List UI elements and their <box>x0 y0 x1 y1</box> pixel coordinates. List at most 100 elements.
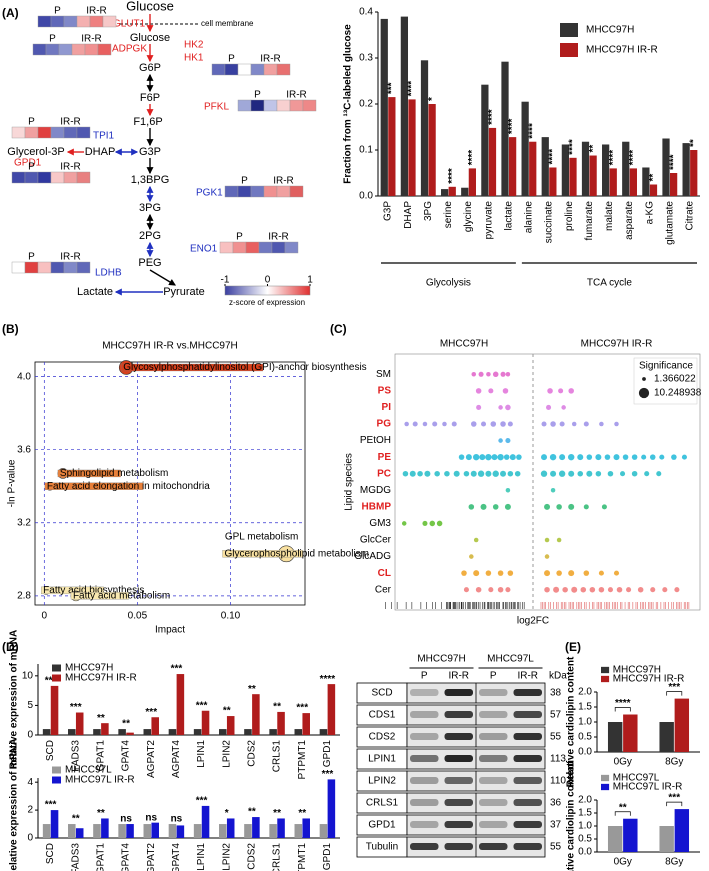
row-label: SM <box>376 369 391 380</box>
dot <box>461 570 467 576</box>
heat-cell <box>46 44 59 55</box>
dot <box>562 587 568 593</box>
dot <box>491 421 497 427</box>
dot <box>508 471 514 477</box>
dot <box>481 421 486 426</box>
dot <box>417 471 423 477</box>
bar <box>623 819 637 852</box>
heatmap-label: IR-R <box>60 252 81 263</box>
protein-label: CDS2 <box>369 732 396 743</box>
significance: ** <box>72 814 80 825</box>
x-tick-label: Citrate <box>685 201 696 231</box>
legend-swatch <box>601 676 609 682</box>
significance: ** <box>298 808 306 819</box>
dot <box>476 405 481 410</box>
dot <box>638 587 644 593</box>
heatmap-label: P <box>228 54 235 65</box>
legend-swatch <box>601 775 609 781</box>
band <box>479 755 508 762</box>
y-axis-label: Fraction from ¹³C-labeled glucose <box>343 24 354 184</box>
y-axis-label: Relative expression of mRNA <box>9 738 20 871</box>
annotation: GPL metabolism <box>225 531 299 542</box>
legend-label: 10.248938 <box>654 388 702 399</box>
dot <box>581 587 587 593</box>
dot <box>478 471 484 477</box>
bar <box>76 713 84 735</box>
dot <box>466 454 472 460</box>
bar <box>219 824 227 838</box>
significance: *** <box>387 82 398 94</box>
band <box>445 843 474 850</box>
heat-cell <box>85 44 98 55</box>
condition: IR-R <box>448 671 469 682</box>
legend-dot <box>639 388 649 398</box>
band <box>514 843 543 850</box>
panel-label: (C) <box>330 322 347 336</box>
bar <box>522 102 529 196</box>
dot <box>498 438 503 443</box>
bar <box>93 729 101 735</box>
dot <box>550 454 556 460</box>
x-tick-label: CDS2 <box>247 843 258 870</box>
bar <box>650 185 657 197</box>
unit: kDa <box>549 671 567 682</box>
kda-label: 36 <box>550 798 562 809</box>
dot <box>586 471 592 477</box>
x-tick-label: GPAT4 <box>121 740 132 772</box>
significance: ** <box>273 808 281 819</box>
heat-cell <box>64 127 77 138</box>
dot <box>442 422 447 427</box>
heat-cell <box>51 262 64 273</box>
band <box>479 799 508 806</box>
scale-label: z-score of expression <box>229 298 305 307</box>
band <box>410 711 439 718</box>
legend-label: 1.366022 <box>654 374 696 385</box>
heat-cell <box>77 16 90 27</box>
dot <box>577 471 583 477</box>
dot <box>614 454 620 460</box>
bar <box>421 60 428 196</box>
dot <box>614 571 619 576</box>
significance: **** <box>568 139 579 155</box>
dot <box>561 405 566 410</box>
heat-cell <box>38 262 51 273</box>
significance: *** <box>45 800 57 811</box>
significance: ** <box>588 145 599 153</box>
significance: * <box>427 97 438 101</box>
dot <box>599 587 605 593</box>
heat-cell <box>38 172 51 183</box>
heatmap-label: P <box>254 90 261 101</box>
y-tick-label: 0.5 <box>578 834 592 845</box>
heatmap-label: IR-R <box>60 162 81 173</box>
significance: *** <box>196 700 208 711</box>
heat-cell <box>51 127 64 138</box>
bar <box>169 824 177 838</box>
bar <box>101 818 109 838</box>
x-tick-label: 0Gy <box>614 757 632 768</box>
bar <box>227 818 235 838</box>
heat-cell <box>33 44 46 55</box>
band <box>514 733 543 740</box>
significance: *** <box>196 796 208 807</box>
bar <box>589 156 596 196</box>
x-tick-label: pyruvate <box>483 201 494 240</box>
heat-cell <box>64 262 77 273</box>
band <box>445 821 474 828</box>
bar <box>690 150 697 196</box>
significance: ** <box>122 719 130 730</box>
x-tick-label: CRLS1 <box>272 740 283 773</box>
dot <box>617 587 623 593</box>
bar <box>659 826 673 852</box>
metabolite: Pyrurate <box>163 286 205 298</box>
x-tick-label: 8Gy <box>665 757 683 768</box>
heat-cell <box>264 186 277 197</box>
condition: P <box>421 671 428 682</box>
bar <box>43 729 51 735</box>
band <box>479 733 508 740</box>
bar <box>68 824 76 838</box>
dot <box>493 372 499 378</box>
bar <box>277 712 285 735</box>
heat-cell <box>303 100 316 111</box>
dot <box>632 471 638 477</box>
dot <box>432 421 437 426</box>
